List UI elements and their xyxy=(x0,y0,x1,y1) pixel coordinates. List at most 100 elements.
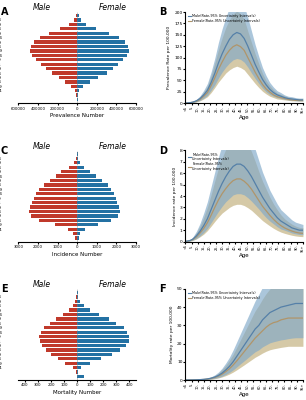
Bar xyxy=(56,174,77,178)
Bar xyxy=(32,201,77,204)
Bar xyxy=(30,205,77,209)
Bar xyxy=(49,32,77,35)
Bar xyxy=(77,94,78,97)
Bar xyxy=(77,201,117,204)
Bar xyxy=(77,14,79,17)
Bar xyxy=(44,183,77,187)
Bar xyxy=(73,366,77,369)
Text: B: B xyxy=(159,8,167,18)
Bar xyxy=(77,330,128,334)
Bar xyxy=(77,326,124,330)
Bar xyxy=(44,326,77,330)
Bar xyxy=(69,308,77,312)
Bar xyxy=(77,89,79,92)
Bar xyxy=(75,300,77,303)
Bar xyxy=(69,23,77,26)
Bar xyxy=(75,236,77,240)
Bar xyxy=(77,58,123,62)
Text: C: C xyxy=(1,146,8,156)
Bar xyxy=(34,196,77,200)
Bar xyxy=(77,300,80,303)
Bar xyxy=(68,228,77,231)
Bar xyxy=(41,330,77,334)
X-axis label: Incidence Number: Incidence Number xyxy=(52,252,102,257)
Text: F: F xyxy=(159,284,166,294)
Bar xyxy=(32,54,77,57)
Bar xyxy=(77,71,106,75)
Bar xyxy=(77,18,81,22)
Bar xyxy=(77,317,109,321)
Bar xyxy=(31,214,77,218)
Bar xyxy=(77,219,111,222)
Bar xyxy=(77,67,114,70)
Bar xyxy=(40,36,77,39)
Bar xyxy=(77,54,127,57)
Bar xyxy=(58,357,77,360)
Bar xyxy=(73,232,77,235)
Bar xyxy=(39,219,77,222)
Bar xyxy=(41,62,77,66)
Bar xyxy=(77,183,107,187)
Bar xyxy=(77,179,102,182)
Bar xyxy=(77,223,98,226)
Bar xyxy=(36,58,77,62)
Bar xyxy=(77,157,78,160)
X-axis label: Age: Age xyxy=(239,392,249,396)
Bar xyxy=(34,40,77,44)
Y-axis label: Incidence rate per 100,000: Incidence rate per 100,000 xyxy=(173,166,177,226)
Text: Female: Female xyxy=(99,280,126,289)
Text: Male: Male xyxy=(33,280,51,289)
Bar xyxy=(74,161,77,164)
Bar xyxy=(76,370,77,374)
Bar xyxy=(77,304,84,307)
Bar xyxy=(75,89,77,92)
Bar xyxy=(76,152,77,156)
X-axis label: Age: Age xyxy=(239,115,249,120)
Bar xyxy=(77,295,78,298)
Bar xyxy=(76,14,77,17)
Bar xyxy=(77,188,111,191)
Bar xyxy=(77,308,90,312)
Bar xyxy=(52,71,77,75)
Bar xyxy=(77,313,99,316)
Bar xyxy=(77,76,98,79)
Bar xyxy=(58,76,77,79)
Bar xyxy=(77,236,79,240)
Bar xyxy=(63,313,77,316)
Bar xyxy=(36,192,77,196)
Bar xyxy=(77,210,120,213)
Bar xyxy=(77,353,112,356)
Text: Female: Female xyxy=(99,142,126,151)
Bar xyxy=(77,152,78,156)
Bar xyxy=(77,161,80,164)
Bar xyxy=(77,40,125,44)
Bar xyxy=(46,67,77,70)
Legend: Male(Rate,95%
Uncertainty Intervals), Female(Rate,95%
Uncertainty Intervals): Male(Rate,95% Uncertainty Intervals), Fe… xyxy=(187,152,230,172)
Text: Male: Male xyxy=(33,4,51,12)
Bar xyxy=(30,49,77,52)
Bar xyxy=(77,49,129,52)
Bar xyxy=(77,166,84,169)
Bar xyxy=(77,174,96,178)
Bar xyxy=(77,23,87,26)
X-axis label: Mortality Number: Mortality Number xyxy=(53,390,101,395)
Bar xyxy=(77,27,96,30)
Y-axis label: Prevalence Rate per 100,000: Prevalence Rate per 100,000 xyxy=(167,26,171,89)
Bar xyxy=(31,45,77,48)
Bar xyxy=(77,32,110,35)
Text: E: E xyxy=(1,284,7,294)
Bar xyxy=(39,335,77,338)
Bar xyxy=(51,353,77,356)
Bar xyxy=(77,335,129,338)
Bar xyxy=(50,179,77,182)
Bar xyxy=(77,232,80,235)
Bar xyxy=(77,45,128,48)
Legend: Male(Rate,95% Uncertainty Intervals), Female(Rate,95% Uncertainty Intervals): Male(Rate,95% Uncertainty Intervals), Fe… xyxy=(187,14,261,24)
Bar xyxy=(77,170,90,173)
Bar xyxy=(76,157,77,160)
Bar xyxy=(69,166,77,169)
Bar xyxy=(62,170,77,173)
Bar xyxy=(77,192,114,196)
Bar xyxy=(77,36,119,39)
Bar xyxy=(56,317,77,321)
